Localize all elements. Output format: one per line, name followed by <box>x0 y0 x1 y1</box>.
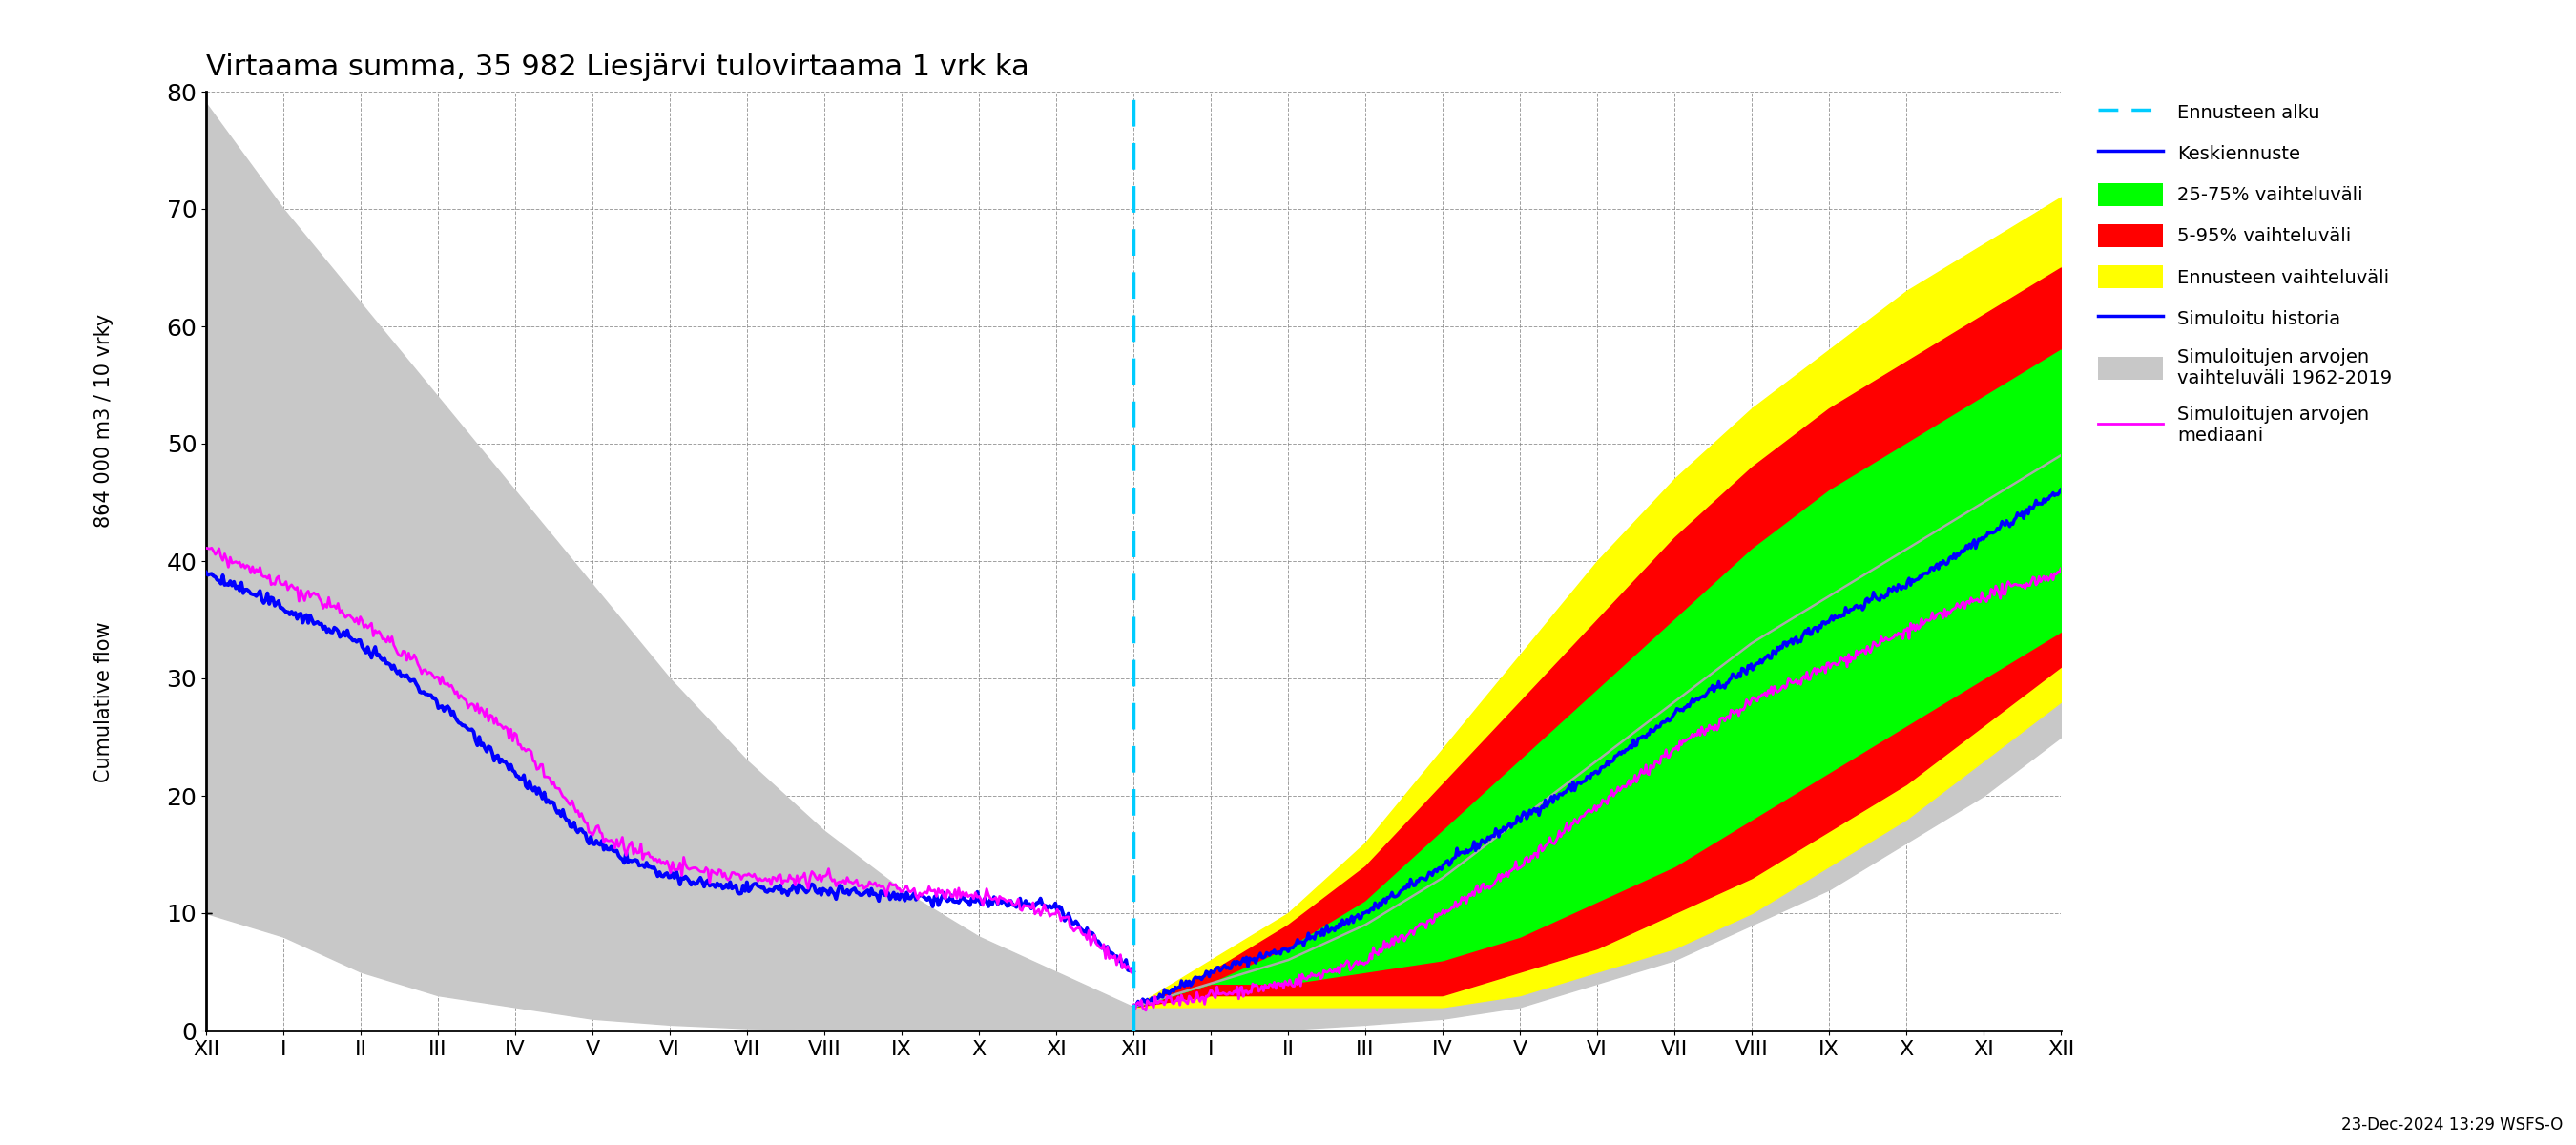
Legend: Ennusteen alku, Keskiennuste, 25-75% vaihteluväli, 5-95% vaihteluväli, Ennusteen: Ennusteen alku, Keskiennuste, 25-75% vai… <box>2089 92 2401 453</box>
Text: Virtaama summa, 35 982 Liesjärvi tulovirtaama 1 vrk ka: Virtaama summa, 35 982 Liesjärvi tulovir… <box>206 54 1030 81</box>
Text: Cumulative flow: Cumulative flow <box>95 622 113 782</box>
Text: 23-Dec-2024 13:29 WSFS-O: 23-Dec-2024 13:29 WSFS-O <box>2342 1116 2563 1134</box>
Text: 864 000 m3 / 10 vrky: 864 000 m3 / 10 vrky <box>95 314 113 527</box>
